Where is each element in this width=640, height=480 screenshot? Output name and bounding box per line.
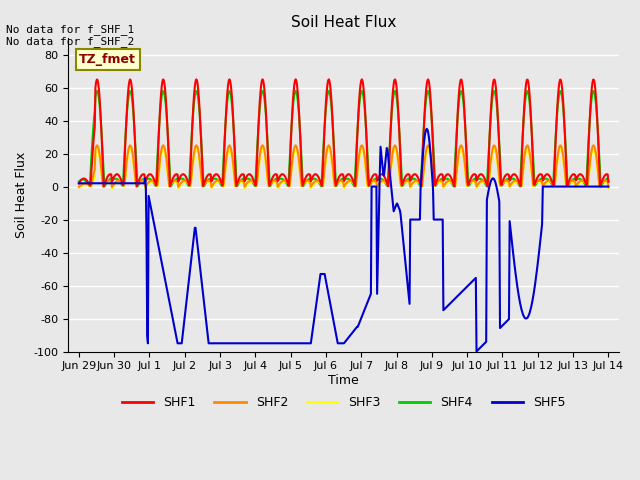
Text: TZ_fmet: TZ_fmet — [79, 53, 136, 66]
Legend: SHF1, SHF2, SHF3, SHF4, SHF5: SHF1, SHF2, SHF3, SHF4, SHF5 — [117, 391, 570, 414]
Title: Soil Heat Flux: Soil Heat Flux — [291, 15, 396, 30]
Y-axis label: Soil Heat Flux: Soil Heat Flux — [15, 152, 28, 238]
X-axis label: Time: Time — [328, 374, 359, 387]
Text: No data for f_SHF_1
No data for f_SHF_2: No data for f_SHF_1 No data for f_SHF_2 — [6, 24, 134, 48]
